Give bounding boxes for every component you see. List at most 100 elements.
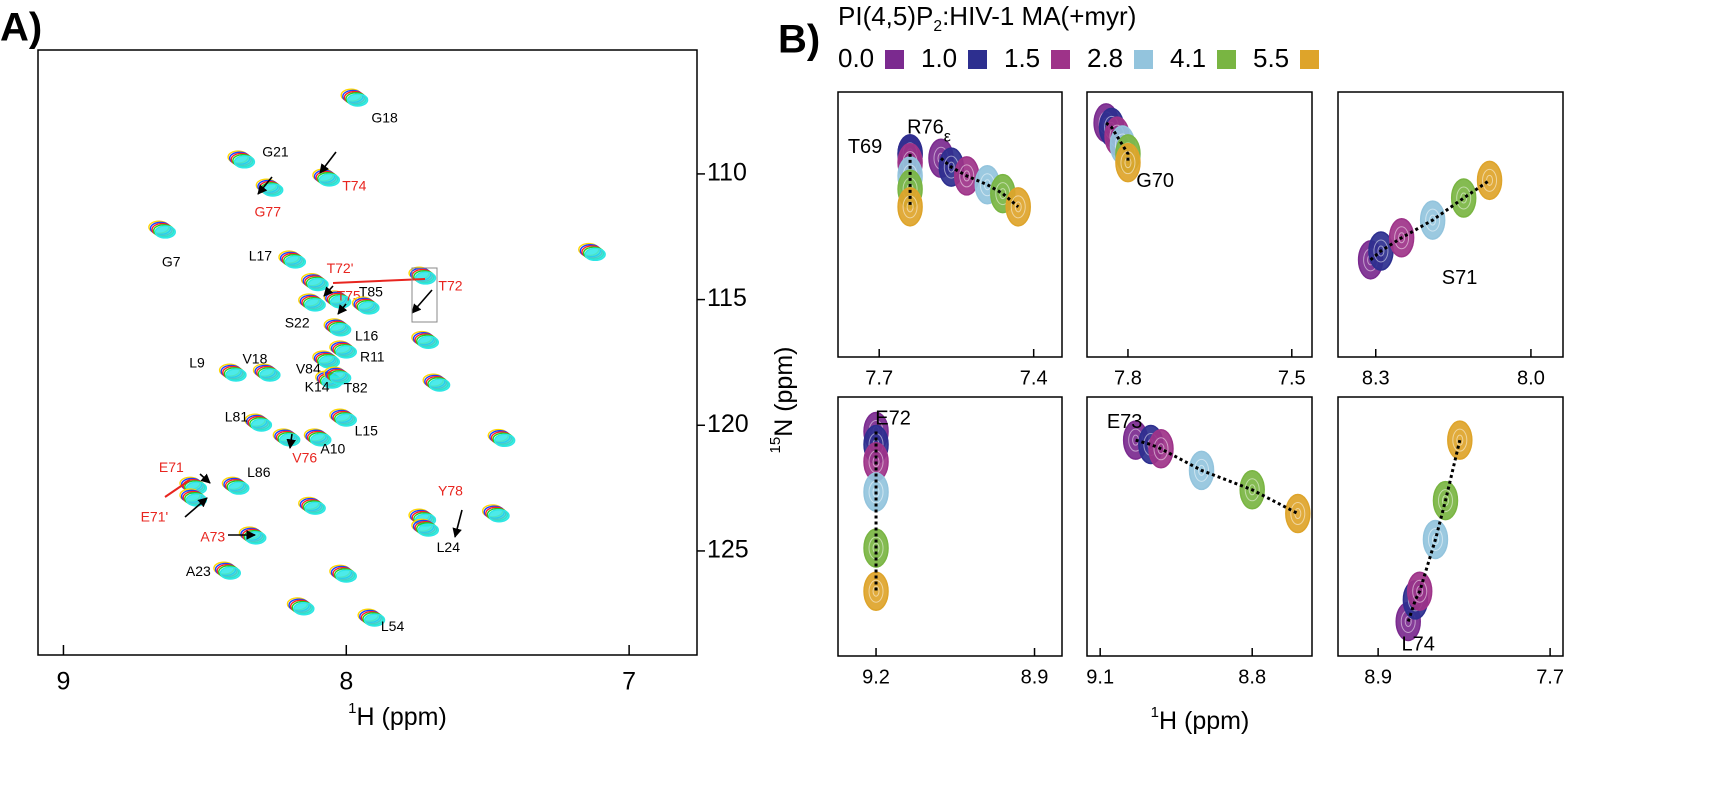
peak-contour [1198, 464, 1206, 476]
peak-contour [868, 579, 884, 603]
peak-label: Y78 [438, 483, 463, 499]
peak-contour [1153, 437, 1169, 461]
peak-label: V84 [296, 361, 321, 377]
peak-label: L9 [189, 355, 205, 371]
peak-label: V18 [242, 351, 267, 367]
peak-label: T85 [359, 284, 383, 300]
peak [228, 481, 250, 495]
x-tick-label: 7.7 [1536, 666, 1564, 688]
peak-contour [1486, 174, 1494, 186]
peak-label: T74 [342, 178, 366, 194]
peak-label-part: G70 [1136, 170, 1174, 192]
legend-label: 5.5 [1253, 43, 1289, 73]
arrow [286, 433, 296, 449]
arrow [452, 509, 463, 538]
x-tick-label: 9.1 [1086, 666, 1114, 688]
x-axis-title: 1H (ppm) [1151, 704, 1250, 734]
highlight-box [411, 267, 438, 323]
y-axis-title-part: N (ppm) [770, 347, 798, 437]
peak-label: S71 [1442, 267, 1478, 289]
peak-contour [1377, 245, 1385, 257]
peak-label: T82 [344, 380, 368, 396]
peak-contour [1010, 195, 1026, 219]
trajectory-line [940, 157, 1020, 208]
arrow [184, 497, 208, 518]
peak-label: L17 [249, 248, 273, 264]
peak-label: E71 [159, 459, 184, 475]
plot-frame [37, 49, 698, 656]
y-tick-label: 120 [707, 410, 749, 438]
x-tick-label: 7.4 [1020, 367, 1048, 389]
peak [318, 355, 341, 369]
peak [335, 345, 357, 359]
x-axis-title-part: 1 [348, 700, 356, 717]
subplot-frame [837, 396, 1063, 657]
peak [363, 613, 386, 627]
peak-label-part: R76 [907, 117, 944, 139]
legend-label: 0.0 [838, 43, 874, 73]
peak-label-part: T69 [848, 136, 882, 158]
peak [488, 509, 510, 523]
subplot-frame [1337, 91, 1564, 358]
peak-label: E72 [875, 408, 911, 430]
legend-swatch [885, 50, 904, 69]
peak [284, 255, 307, 269]
y-tick-label: 125 [707, 536, 749, 564]
peak-label: T75 [337, 288, 361, 304]
legend-title-part: :HIV-1 MA(+myr) [942, 1, 1136, 31]
arrow [411, 289, 433, 314]
peak-label: G18 [371, 110, 398, 126]
subplot [897, 134, 1031, 227]
x-axis-title-part: 1 [1151, 704, 1159, 721]
legend-swatch [1134, 50, 1153, 69]
peak [417, 335, 440, 350]
peak [304, 298, 326, 312]
x-tick-label: 8 [339, 668, 353, 696]
peak-label-part: ε [944, 128, 951, 145]
panel-label: B) [778, 18, 820, 62]
legend-label: 2.8 [1087, 43, 1123, 73]
trajectory-line [1135, 438, 1299, 515]
x-tick-label: 8.9 [1021, 666, 1049, 688]
peak [414, 271, 437, 285]
arrow [257, 176, 273, 195]
legend-swatch [1217, 50, 1236, 69]
peak-contour [1456, 434, 1464, 446]
trajectory-line [1406, 439, 1462, 622]
x-tick-label: 7.5 [1278, 367, 1306, 389]
peak-label: L54 [381, 618, 405, 634]
peak [304, 501, 326, 515]
arrow [323, 285, 334, 297]
x-tick-label: 7.7 [865, 367, 893, 389]
peak [250, 418, 273, 432]
peak [329, 323, 352, 337]
peak-label: G7 [162, 254, 181, 270]
peak [1476, 160, 1503, 201]
peak-contour [1373, 239, 1389, 263]
peak-label: V76 [292, 450, 317, 466]
peak-label: T69 [848, 136, 882, 158]
peak-label: L24 [437, 539, 461, 555]
subplot-frame [837, 91, 1063, 358]
peak-contour [1244, 478, 1260, 502]
peak-label: G77 [255, 204, 282, 220]
x-axis-title: 1H (ppm) [348, 700, 447, 730]
peak-contour [1194, 458, 1210, 482]
y-axis-title-part: 15 [767, 437, 784, 454]
peak [219, 566, 242, 580]
peak [358, 301, 380, 315]
peak-label-part: E73 [1107, 411, 1143, 433]
peak-label: L16 [355, 327, 379, 343]
peak [225, 368, 247, 382]
peak-label: L81 [225, 409, 249, 425]
peak [259, 368, 281, 382]
peak-contour [1425, 208, 1441, 232]
x-axis-title-part: H (ppm) [357, 703, 447, 731]
peak-label: E71' [141, 509, 169, 525]
y-tick-label: 115 [707, 284, 747, 312]
peak-contour [947, 161, 955, 173]
subplot [863, 411, 889, 611]
peak [293, 602, 315, 616]
x-tick-label: 8.9 [1364, 666, 1392, 688]
